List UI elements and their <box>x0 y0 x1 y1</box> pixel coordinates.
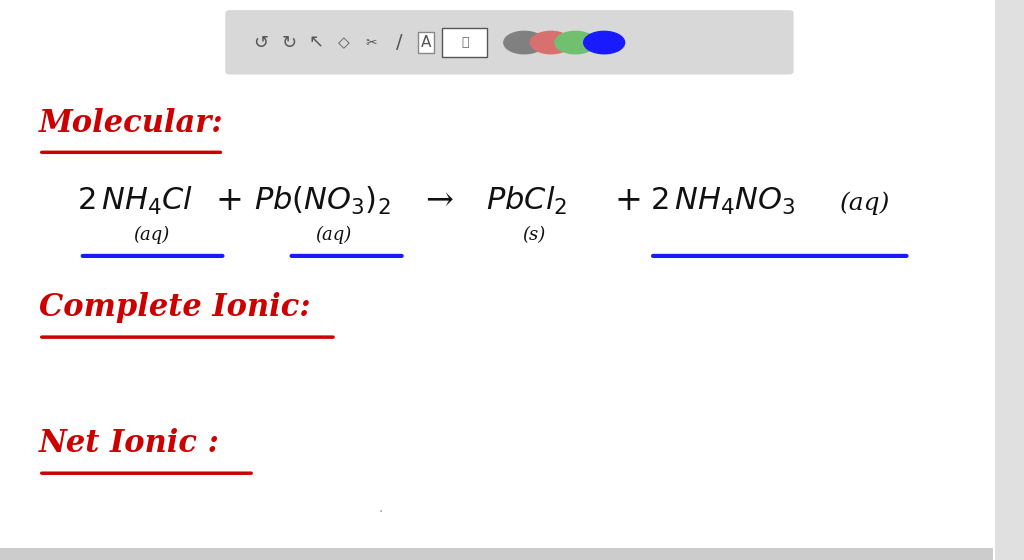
Text: Molecular:: Molecular: <box>39 108 223 139</box>
FancyBboxPatch shape <box>995 0 1024 560</box>
FancyBboxPatch shape <box>0 548 993 560</box>
Text: (s): (s) <box>522 226 546 244</box>
Text: $PbCl_2$: $PbCl_2$ <box>486 185 567 217</box>
Circle shape <box>504 31 545 54</box>
Text: ↻: ↻ <box>282 34 296 52</box>
Text: $2\,NH_4NO_3$: $2\,NH_4NO_3$ <box>650 186 796 217</box>
Text: ◇: ◇ <box>338 35 350 50</box>
Text: ✂: ✂ <box>366 36 378 50</box>
Text: +: + <box>215 185 243 217</box>
Text: ⛰: ⛰ <box>461 36 469 49</box>
Text: /: / <box>396 33 402 52</box>
Text: (aq): (aq) <box>840 192 890 215</box>
Text: →: → <box>425 185 453 217</box>
Text: (aq): (aq) <box>315 226 351 244</box>
Text: +: + <box>614 185 642 217</box>
Text: $Pb(NO_3)_2$: $Pb(NO_3)_2$ <box>254 185 390 217</box>
Text: .: . <box>379 501 383 515</box>
Text: ↖: ↖ <box>309 34 324 52</box>
Circle shape <box>584 31 625 54</box>
Text: (aq): (aq) <box>133 226 169 244</box>
Text: ↺: ↺ <box>254 34 268 52</box>
Circle shape <box>530 31 571 54</box>
Circle shape <box>555 31 596 54</box>
Text: $2\,NH_4Cl$: $2\,NH_4Cl$ <box>77 185 193 217</box>
Text: A: A <box>421 35 431 50</box>
Text: Complete Ionic:: Complete Ionic: <box>39 292 310 324</box>
Text: Net Ionic :: Net Ionic : <box>39 428 220 459</box>
FancyBboxPatch shape <box>442 28 487 57</box>
FancyBboxPatch shape <box>225 10 794 74</box>
